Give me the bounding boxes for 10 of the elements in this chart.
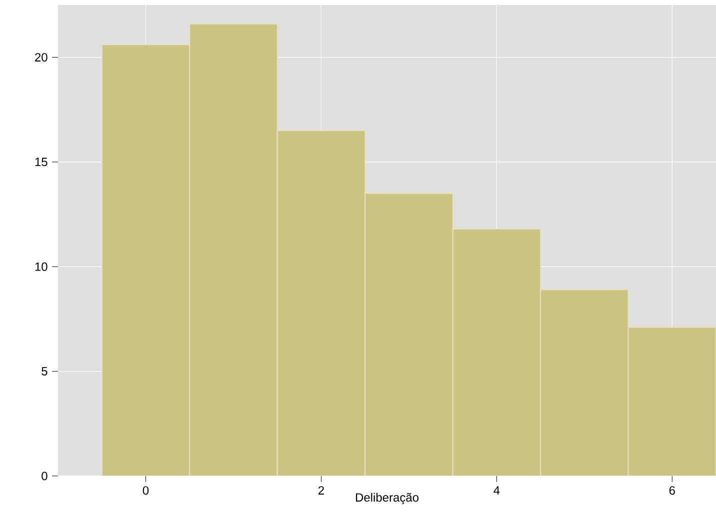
y-tick-label: 0 — [42, 472, 48, 480]
x-tick-label: 6 — [669, 486, 675, 495]
x-tick-label: 2 — [318, 486, 324, 495]
y-tick-label: 10 — [35, 262, 48, 271]
y-tick-label: 5 — [42, 367, 48, 376]
x-axis-title: Deliberação — [356, 492, 419, 504]
y-tick-label: 15 — [35, 158, 48, 166]
y-tick-label: 20 — [35, 53, 48, 62]
x-tick-label: 0 — [142, 486, 149, 495]
x-tick-label: 4 — [494, 486, 500, 494]
